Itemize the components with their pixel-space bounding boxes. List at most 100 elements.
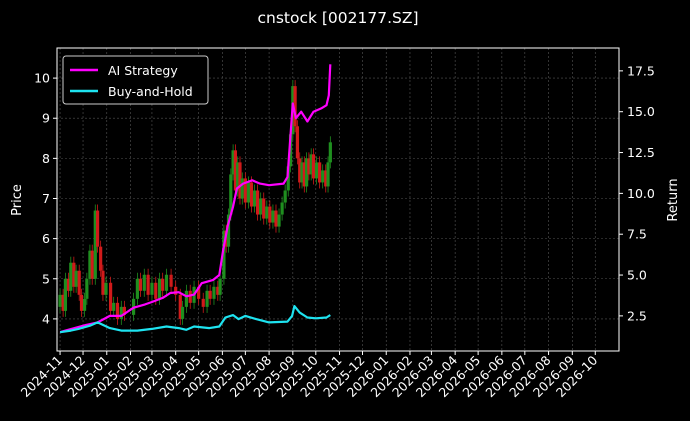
candle-body bbox=[321, 170, 325, 183]
legend-label-ai-strategy: AI Strategy bbox=[108, 63, 178, 78]
candle-body bbox=[249, 182, 254, 207]
y-tick-label: 7 bbox=[42, 191, 50, 206]
x-axis-ticks: 2024-112024-122025-012025-022025-032025-… bbox=[18, 351, 600, 400]
series-line-ai-strategy bbox=[59, 64, 332, 334]
candle-body bbox=[246, 182, 251, 203]
candle-body bbox=[122, 306, 126, 315]
candle-body bbox=[66, 278, 71, 291]
candle-body bbox=[201, 298, 205, 307]
candle-body bbox=[93, 210, 97, 279]
candle-body bbox=[295, 126, 300, 159]
candle-body bbox=[288, 134, 293, 167]
candle-body bbox=[243, 178, 247, 203]
candle-body bbox=[307, 158, 311, 175]
y2-tick-label: 10.0 bbox=[627, 186, 655, 201]
candle-body bbox=[231, 150, 235, 175]
grid bbox=[57, 48, 619, 351]
candle-body bbox=[142, 274, 146, 291]
candle-body bbox=[256, 190, 260, 215]
y2-tick-label: 15.0 bbox=[627, 104, 655, 119]
candle-body bbox=[174, 286, 178, 295]
candle-body bbox=[205, 290, 209, 307]
y-tick-label: 6 bbox=[42, 231, 50, 246]
candle-body bbox=[238, 162, 242, 199]
candle-body bbox=[104, 282, 108, 295]
y2-tick-label: 7.5 bbox=[627, 227, 647, 242]
candle-body bbox=[311, 154, 316, 179]
candle-body bbox=[326, 162, 330, 187]
candle-body bbox=[184, 290, 188, 307]
series-line-buy-and-hold bbox=[59, 305, 331, 334]
candle-body bbox=[88, 250, 92, 279]
candle-body bbox=[222, 230, 226, 279]
legend: AI Strategy Buy-and-Hold bbox=[62, 55, 209, 105]
candle-body bbox=[259, 198, 263, 215]
candle-body bbox=[236, 162, 240, 191]
candle-body bbox=[229, 174, 233, 215]
candle-body bbox=[216, 286, 220, 295]
chart-title: cnstock [002177.SZ] bbox=[257, 9, 418, 27]
candle-body bbox=[240, 178, 244, 199]
candle-body bbox=[274, 210, 278, 227]
candle-body bbox=[300, 162, 304, 183]
candle-body bbox=[74, 270, 78, 287]
y2-axis-label: Return bbox=[666, 178, 681, 221]
y2-tick-label: 12.5 bbox=[627, 145, 655, 160]
candle-body bbox=[283, 190, 287, 203]
candle-body bbox=[85, 278, 89, 299]
candle-body bbox=[178, 294, 182, 319]
candle-body bbox=[197, 286, 201, 299]
candle-body bbox=[293, 86, 297, 127]
candle-body bbox=[271, 210, 275, 223]
y2-tick-label: 17.5 bbox=[627, 63, 655, 78]
candle-body bbox=[314, 162, 319, 179]
y2-axis-ticks: 2.5 5.0 7.5 10.0 12.5 15.0 17.5 bbox=[619, 63, 655, 323]
candle-body bbox=[302, 162, 306, 187]
candle-body bbox=[154, 282, 158, 299]
plot-frame bbox=[56, 47, 620, 352]
candle-body bbox=[112, 302, 116, 311]
candle-body bbox=[164, 274, 169, 291]
candle-body bbox=[233, 150, 238, 191]
candle-body bbox=[328, 142, 332, 163]
candle-body bbox=[115, 302, 120, 319]
y-tick-label: 5 bbox=[42, 271, 50, 286]
candle-body bbox=[150, 282, 154, 295]
candle-body bbox=[108, 282, 113, 311]
y-tick-label: 8 bbox=[42, 151, 50, 166]
candle-body bbox=[252, 190, 257, 207]
candle-body bbox=[146, 274, 150, 295]
legend-label-buy-and-hold: Buy-and-Hold bbox=[108, 84, 193, 99]
candle-body bbox=[212, 286, 216, 299]
candle-body bbox=[265, 206, 269, 219]
candle-body bbox=[61, 294, 65, 311]
candle-body bbox=[218, 278, 222, 295]
candle-body bbox=[208, 290, 212, 299]
candle-body bbox=[72, 262, 76, 287]
candle-body bbox=[69, 262, 73, 291]
legend-box bbox=[62, 55, 209, 105]
candle-body bbox=[119, 306, 123, 319]
y-tick-label: 9 bbox=[42, 111, 50, 126]
candle-body bbox=[101, 270, 105, 295]
candle-body bbox=[262, 198, 266, 219]
y-tick-label: 10 bbox=[34, 71, 50, 86]
y-axis-ticks: 4 5 6 7 8 9 10 bbox=[34, 71, 57, 326]
y-axis-label: Price bbox=[10, 184, 25, 216]
candle-body bbox=[77, 270, 81, 295]
candle-body bbox=[79, 294, 84, 311]
candle-body bbox=[157, 278, 162, 299]
candle-body bbox=[298, 158, 302, 183]
candle-body bbox=[309, 154, 313, 175]
candle-body bbox=[169, 274, 173, 287]
y-tick-label: 4 bbox=[42, 311, 50, 326]
candle-body bbox=[226, 214, 231, 247]
candle-body bbox=[58, 294, 62, 307]
candle-body bbox=[180, 306, 185, 319]
candle-body bbox=[324, 170, 328, 187]
candle-body bbox=[305, 158, 309, 187]
candle-body bbox=[95, 210, 100, 247]
candle-body bbox=[135, 278, 139, 299]
